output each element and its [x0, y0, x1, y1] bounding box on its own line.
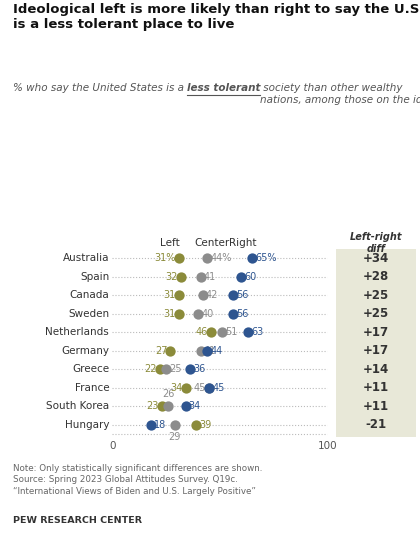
Text: -21: -21	[365, 418, 386, 431]
Text: Ideological left is more likely than right to say the U.S.
is a less tolerant pl: Ideological left is more likely than rig…	[13, 3, 420, 31]
Text: society than other wealthy
nations, among those on the ideological ...: society than other wealthy nations, amon…	[260, 83, 420, 105]
Point	[176, 310, 182, 318]
Text: +34: +34	[363, 252, 389, 265]
Point	[156, 365, 163, 374]
Text: 23: 23	[146, 401, 159, 411]
Text: PEW RESEARCH CENTER: PEW RESEARCH CENTER	[13, 516, 142, 525]
Point	[219, 328, 226, 337]
Text: 42: 42	[206, 291, 218, 301]
Text: +25: +25	[363, 289, 389, 302]
Text: 46: 46	[196, 327, 208, 338]
Point	[197, 347, 204, 355]
Text: 31: 31	[164, 291, 176, 301]
Point	[165, 402, 172, 411]
Text: less tolerant: less tolerant	[187, 83, 260, 93]
Text: 44%: 44%	[210, 254, 232, 264]
Text: +17: +17	[363, 326, 389, 339]
Text: Australia: Australia	[63, 254, 109, 264]
Text: +17: +17	[363, 345, 389, 358]
Text: Sweden: Sweden	[68, 309, 109, 319]
Point	[171, 421, 178, 429]
Text: 25: 25	[169, 364, 182, 374]
Point	[188, 239, 194, 247]
Text: 29: 29	[168, 432, 181, 442]
Point	[193, 421, 199, 429]
Text: Hungary: Hungary	[65, 420, 109, 430]
Text: 26: 26	[162, 389, 175, 399]
Text: 18: 18	[155, 420, 167, 430]
Point	[204, 254, 210, 263]
Text: +11: +11	[363, 381, 389, 394]
Point	[206, 384, 213, 392]
Text: 34: 34	[170, 383, 182, 393]
Point	[249, 254, 255, 263]
Text: 44: 44	[210, 346, 223, 356]
Point	[208, 328, 215, 337]
Point	[244, 328, 251, 337]
Point	[158, 402, 165, 411]
Text: Center: Center	[194, 238, 229, 248]
Text: 31%: 31%	[155, 254, 176, 264]
Point	[197, 273, 204, 281]
Point	[222, 239, 228, 247]
Point	[186, 365, 193, 374]
Text: 31: 31	[164, 309, 176, 319]
Point	[148, 421, 155, 429]
Text: 51: 51	[225, 327, 238, 338]
Text: 34: 34	[189, 401, 201, 411]
Text: Note: Only statistically significant differences are shown.
Source: Spring 2023 : Note: Only statistically significant dif…	[13, 464, 262, 496]
Point	[200, 291, 206, 300]
Point	[178, 273, 185, 281]
Text: +14: +14	[363, 363, 389, 376]
Text: Left: Left	[160, 238, 179, 248]
Point	[206, 384, 213, 392]
Point	[229, 291, 236, 300]
Text: +25: +25	[363, 308, 389, 321]
Text: South Korea: South Korea	[46, 401, 109, 411]
Text: 65%: 65%	[255, 254, 277, 264]
Text: 39: 39	[200, 420, 212, 430]
Text: 56: 56	[236, 309, 249, 319]
Text: 60: 60	[245, 272, 257, 282]
Text: +28: +28	[363, 271, 389, 284]
Text: 40: 40	[202, 309, 214, 319]
Point	[182, 384, 189, 392]
Text: Germany: Germany	[61, 346, 109, 356]
Text: 56: 56	[236, 291, 249, 301]
Text: Netherlands: Netherlands	[45, 327, 109, 338]
Text: +11: +11	[363, 400, 389, 413]
Text: % who say the United States is a: % who say the United States is a	[13, 83, 187, 93]
Point	[229, 310, 236, 318]
Text: 45: 45	[194, 383, 206, 393]
Text: 32: 32	[165, 272, 178, 282]
Text: 41: 41	[204, 346, 216, 356]
Point	[163, 365, 170, 374]
Text: 41: 41	[204, 272, 216, 282]
Point	[167, 347, 174, 355]
Text: 45: 45	[213, 383, 225, 393]
Text: France: France	[75, 383, 109, 393]
Point	[195, 310, 202, 318]
Text: 27: 27	[155, 346, 167, 356]
Text: Left-right
diff: Left-right diff	[349, 232, 402, 254]
Text: Spain: Spain	[80, 272, 109, 282]
Point	[238, 273, 245, 281]
Point	[182, 402, 189, 411]
Text: Canada: Canada	[69, 291, 109, 301]
Text: Right: Right	[228, 238, 256, 248]
Text: 36: 36	[193, 364, 205, 374]
Point	[153, 239, 160, 247]
Text: 63: 63	[251, 327, 263, 338]
Point	[204, 347, 210, 355]
Point	[176, 291, 182, 300]
Text: Greece: Greece	[72, 364, 109, 374]
Text: 22: 22	[144, 364, 157, 374]
Point	[176, 254, 182, 263]
